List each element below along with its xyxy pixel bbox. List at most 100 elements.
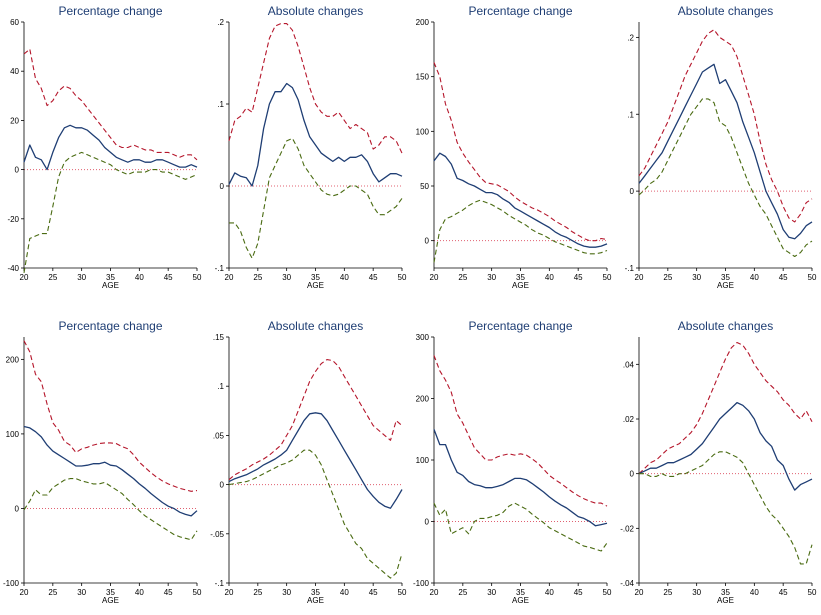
y-tick-label: 200 [416, 395, 430, 404]
y-tick-label: .2 [217, 18, 224, 27]
x-tick-label: 30 [692, 273, 701, 282]
x-tick-label: 40 [545, 273, 554, 282]
y-tick-label: 150 [416, 73, 430, 82]
y-tick-label: 0 [15, 166, 20, 175]
y-tick-label: .02 [623, 415, 635, 424]
series-line-upper [23, 340, 198, 492]
series-line-lower [23, 478, 198, 541]
x-tick-label: 25 [458, 588, 467, 597]
x-tick-label: 20 [635, 588, 644, 597]
series-line-estimate [638, 63, 813, 240]
x-tick-label: 30 [77, 588, 86, 597]
series-line-lower [639, 451, 813, 565]
x-tick-label: 50 [808, 273, 817, 282]
series-line-lower [23, 151, 198, 273]
y-tick-label: 0 [220, 481, 225, 490]
y-tick-label: 100 [6, 430, 20, 439]
chart-title: Absolute changes [678, 319, 773, 333]
x-tick-label: 30 [487, 273, 496, 282]
x-tick-label: 50 [193, 273, 202, 282]
x-tick-label: 30 [282, 588, 291, 597]
chart-svg: Absolute changes -.1 0 .1 .2 20 25 30 35 40 45 50 AG… [625, 4, 817, 290]
series-line-lower [229, 137, 403, 259]
x-tick-label: 45 [369, 273, 378, 282]
chart-title: Percentage change [58, 319, 162, 333]
x-tick-label: 20 [430, 273, 439, 282]
y-tick-label: -.1 [215, 264, 225, 273]
x-tick-label: 45 [779, 588, 788, 597]
x-tick-label: 35 [721, 273, 730, 282]
chart-title: Absolute changes [268, 319, 363, 333]
chart-title: Percentage change [468, 4, 572, 18]
x-tick-label: 20 [635, 273, 644, 282]
series-line-upper [638, 341, 813, 475]
chart-title: Absolute changes [678, 4, 773, 18]
chart-svg: Absolute changes -.04 -.02 0 .02 .04 20 25 30 35 4… [620, 319, 817, 605]
x-tick-label: 25 [458, 273, 467, 282]
x-tick-label: 40 [135, 588, 144, 597]
y-tick-label: 0 [630, 187, 635, 196]
y-tick-label: .1 [217, 382, 224, 391]
x-tick-label: 50 [603, 273, 612, 282]
y-tick-label: .1 [217, 100, 224, 109]
x-tick-label: 30 [487, 588, 496, 597]
x-tick-label: 45 [369, 588, 378, 597]
x-tick-label: 40 [340, 273, 349, 282]
chart-title: Absolute changes [268, 4, 363, 18]
series-line-upper [228, 359, 403, 481]
x-tick-label: 35 [106, 588, 115, 597]
chart-panel: Percentage change 0 50 100 150 200 20 25 30 35 40 4… [410, 0, 615, 300]
y-tick-label: 50 [420, 182, 429, 191]
series-line-estimate [228, 82, 403, 187]
series-line-estimate [228, 412, 403, 509]
chart-panel: Absolute changes -.1 -.05 0 .05 .1 .15 20 25 30 35… [205, 315, 410, 615]
y-tick-label: 200 [416, 18, 430, 27]
y-tick-label: 40 [10, 67, 19, 76]
series-line-lower [638, 98, 813, 258]
series-line-estimate [433, 429, 608, 527]
x-tick-label: 25 [48, 273, 57, 282]
y-tick-label: 200 [6, 355, 20, 364]
x-tick-label: 40 [135, 273, 144, 282]
y-tick-label: .05 [213, 431, 225, 440]
chart-panel: Percentage change -100 0 100 200 20 25 30 35 40 45… [0, 315, 205, 615]
x-tick-label: 40 [750, 273, 759, 282]
x-axis-label: AGE [512, 281, 529, 290]
series-line-upper [228, 23, 403, 154]
y-tick-label: .04 [623, 360, 635, 369]
y-tick-label: 60 [10, 18, 19, 27]
x-tick-label: 35 [311, 273, 320, 282]
chart-panel: Absolute changes -.1 0 .1 .2 20 25 30 35 40 45 50 AG… [615, 0, 820, 300]
x-tick-label: 45 [574, 588, 583, 597]
x-tick-label: 35 [311, 588, 320, 597]
chart-panel: Percentage change -100 0 100 200 300 20 25 30 35 4… [410, 315, 615, 615]
x-tick-label: 50 [398, 588, 407, 597]
y-tick-label: 100 [416, 127, 430, 136]
series-line-lower [228, 449, 403, 579]
x-tick-label: 20 [20, 588, 29, 597]
y-tick-label: -.1 [215, 579, 225, 588]
series-line-upper [433, 62, 608, 242]
chart-svg: Percentage change -40 -20 0 20 40 60 20 25 30 35 40… [7, 4, 202, 290]
y-tick-label: -20 [7, 215, 19, 224]
y-tick-label: -40 [7, 264, 19, 273]
y-tick-label: .2 [627, 33, 634, 42]
x-tick-label: 40 [545, 588, 554, 597]
chart-panel: Absolute changes -.1 0 .1 .2 20 25 30 35 40 45 50 AG… [205, 0, 410, 300]
x-tick-label: 30 [692, 588, 701, 597]
series-line-lower [433, 199, 608, 263]
x-tick-label: 45 [164, 588, 173, 597]
y-tick-label: 0 [220, 182, 225, 191]
x-tick-label: 20 [225, 273, 234, 282]
x-tick-label: 50 [603, 588, 612, 597]
series-line-upper [23, 48, 198, 161]
x-tick-label: 45 [164, 273, 173, 282]
y-tick-label: 300 [416, 333, 430, 342]
y-tick-label: -100 [3, 579, 20, 588]
x-axis-label: AGE [717, 281, 734, 290]
x-tick-label: 20 [225, 588, 234, 597]
chart-svg: Absolute changes -.1 0 .1 .2 20 25 30 35 40 45 50 AG… [215, 4, 407, 290]
chart-panel: Percentage change -40 -20 0 20 40 60 20 25 30 35 40… [0, 0, 205, 300]
series-line-lower [433, 502, 608, 552]
